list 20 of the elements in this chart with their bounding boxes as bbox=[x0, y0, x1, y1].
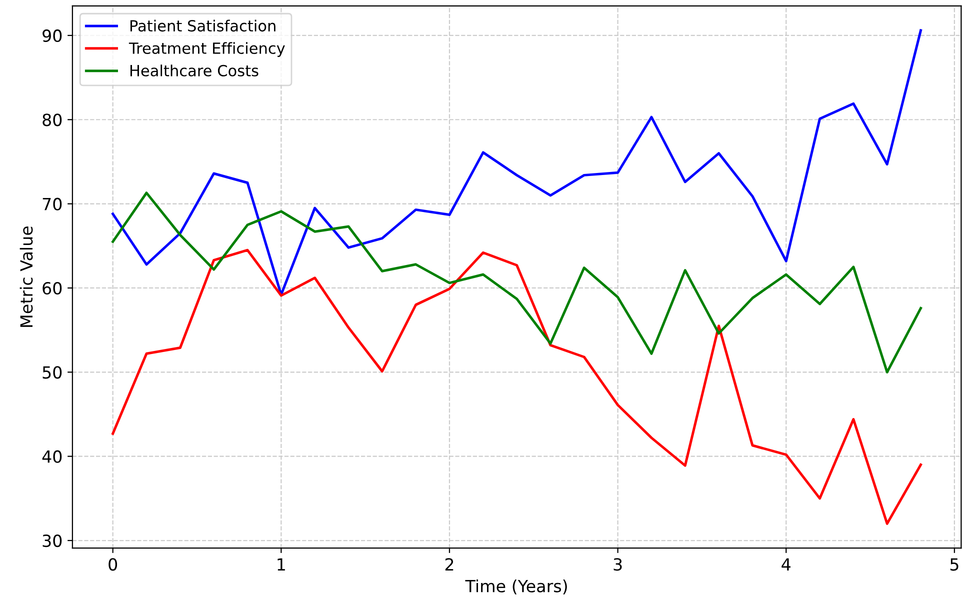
line-series bbox=[112, 248, 922, 525]
legend-label: Healthcare Costs bbox=[130, 64, 258, 76]
y-tick-label: 50 bbox=[42, 366, 62, 379]
x-tick-label: 0 bbox=[108, 558, 118, 571]
line-series bbox=[112, 192, 922, 374]
y-tick-label: 40 bbox=[42, 450, 62, 463]
y-tick-label: 90 bbox=[42, 29, 62, 42]
y-tick-label: 60 bbox=[42, 282, 62, 295]
y-tick-label: 70 bbox=[42, 198, 62, 210]
x-tick-label: 4 bbox=[782, 558, 790, 570]
legend-label: Patient Satisfaction bbox=[130, 20, 276, 32]
x-axis-title: Time (Years) bbox=[465, 579, 567, 594]
y-tick-label: 80 bbox=[42, 114, 62, 126]
y-tick-label: 30 bbox=[42, 534, 62, 548]
x-tick-label: 2 bbox=[445, 558, 454, 570]
y-axis-title: Metric Value bbox=[20, 226, 33, 327]
x-tick-label: 5 bbox=[950, 558, 958, 571]
legend-label: Treatment Efficiency bbox=[128, 42, 285, 57]
x-tick-label: 3 bbox=[614, 558, 622, 571]
x-tick-label: 1 bbox=[278, 558, 285, 570]
